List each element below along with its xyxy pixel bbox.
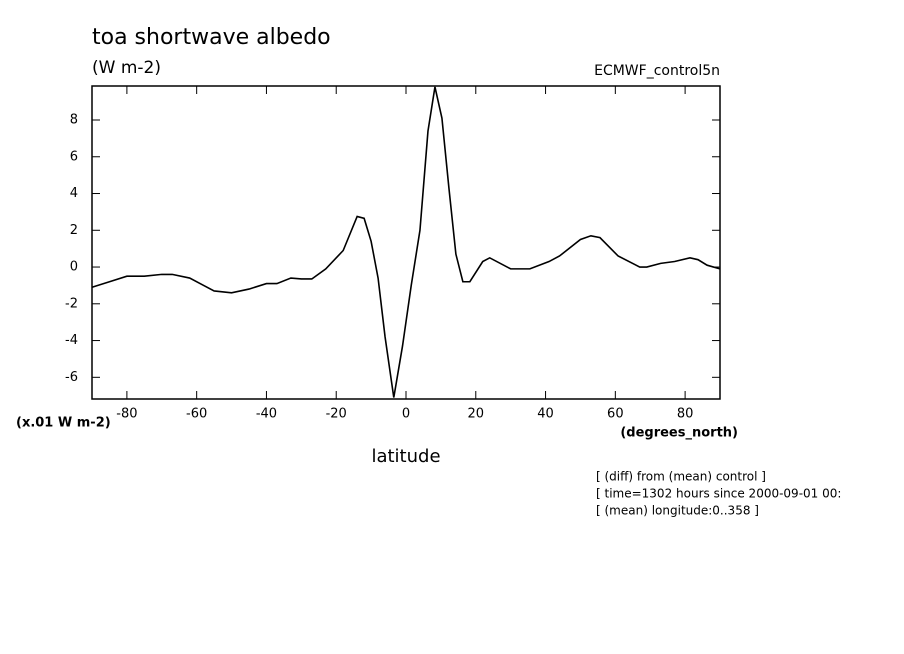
y-tick-label: 2 (70, 223, 78, 238)
y-tick-label: 6 (70, 149, 78, 164)
x-tick-label: -40 (256, 407, 277, 422)
x-units-label: (degrees_north) (620, 426, 738, 441)
x-tick-label: 60 (607, 407, 624, 422)
plot-frame (91, 85, 721, 400)
note: [ time=1302 hours since 2000-09-01 00: (596, 487, 841, 501)
experiment-label: ECMWF_control5n (594, 63, 720, 79)
x-axis-title: latitude (371, 446, 440, 467)
y-tick-label: -6 (65, 370, 78, 385)
x-tick-label: 20 (468, 407, 485, 422)
y-tick-label: 0 (70, 260, 78, 275)
y-tick-label: 4 (70, 186, 78, 201)
units-label: (W m-2) (92, 58, 161, 78)
x-tick-label: 0 (402, 407, 410, 422)
y-tick-label: -2 (65, 296, 78, 311)
x-tick-label: -80 (116, 407, 137, 422)
x-tick-label: -60 (186, 407, 207, 422)
scale-label: (x.01 W m-2) (16, 416, 111, 431)
x-tick-label: 40 (537, 407, 554, 422)
note: [ (diff) from (mean) control ] (596, 470, 766, 484)
chart-title: toa shortwave albedo (92, 25, 331, 50)
y-tick-label: 8 (70, 113, 78, 128)
x-tick-label: 80 (677, 407, 694, 422)
data-line (91, 86, 721, 398)
y-tick-label: -4 (65, 333, 78, 348)
note: [ (mean) longitude:0..358 ] (596, 504, 759, 518)
x-tick-label: -20 (326, 407, 347, 422)
